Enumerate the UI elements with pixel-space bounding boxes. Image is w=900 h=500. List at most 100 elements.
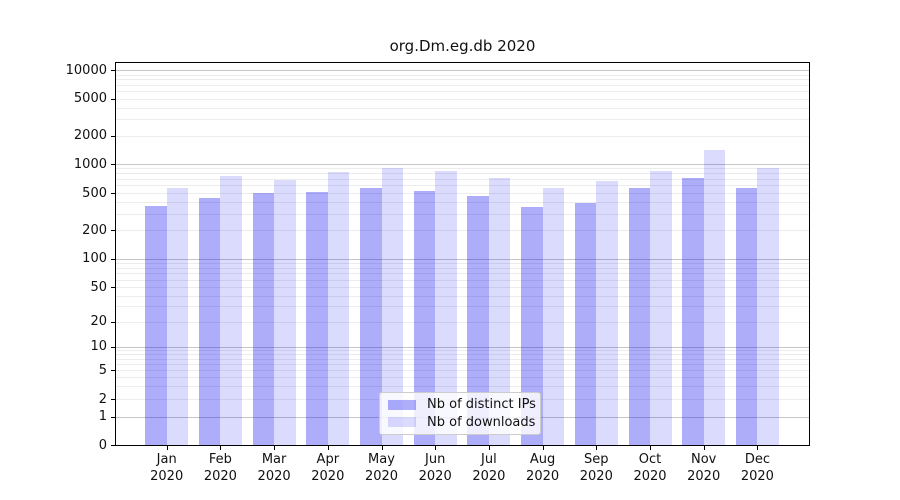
x-axis-tick (327, 446, 329, 450)
y-axis-tick-label: 20 (90, 314, 107, 330)
bar-distinct-ips-mar (252, 193, 275, 445)
minor-gridline (116, 306, 809, 308)
year-label: 2020 (526, 468, 560, 484)
bar-distinct-ips-aug (521, 207, 543, 445)
bar-downloads-sep (596, 180, 618, 445)
minor-gridline (116, 74, 809, 76)
minor-gridline (116, 287, 809, 289)
minor-gridline (116, 193, 809, 194)
y-axis-tick-label: 500 (82, 185, 107, 201)
bar-distinct-ips-oct (628, 187, 650, 445)
minor-gridline (116, 230, 809, 231)
chart-title: org.Dm.eg.db 2020 (389, 37, 536, 55)
minor-gridline (116, 213, 809, 215)
bar-distinct-ips-feb (198, 197, 221, 445)
y-axis-tick-label: 10 (90, 339, 107, 355)
bar-distinct-ips-sep (574, 202, 597, 445)
bar-downloads-feb (220, 176, 242, 445)
y-axis-tick (111, 258, 115, 260)
x-axis-tick (703, 446, 705, 450)
y-axis-tick-label: 10000 (65, 62, 107, 78)
legend-swatch-downloads (388, 417, 416, 428)
minor-gridline (116, 168, 809, 170)
year-label: 2020 (257, 468, 291, 484)
y-axis-tick-label: 2 (98, 391, 107, 407)
minor-gridline (116, 273, 809, 275)
y-axis-tick (111, 445, 115, 446)
year-label: 2020 (687, 468, 721, 484)
y-axis-tick (111, 399, 115, 401)
bar-distinct-ips-jun (413, 190, 436, 445)
x-axis-tick (274, 446, 276, 450)
legend-label-distinct-ips: Nb of distinct IPs (427, 397, 536, 413)
month-label: Apr (316, 452, 340, 467)
x-axis-tick-label: Nov 2020 (677, 452, 731, 485)
year-label: 2020 (633, 468, 667, 484)
y-axis-tick (111, 416, 115, 418)
major-gridline (116, 70, 809, 72)
month-label: Dec (744, 452, 770, 467)
y-axis-tick-label: 1 (98, 409, 107, 425)
x-axis-tick-label: May 2020 (355, 452, 409, 485)
y-axis-tick-label: 5 (98, 362, 107, 378)
minor-gridline (116, 386, 809, 388)
x-axis-tick-label: Jan 2020 (140, 452, 194, 485)
bar-downloads-aug (542, 187, 565, 445)
y-axis-tick (111, 346, 115, 348)
minor-gridline (116, 321, 809, 323)
minor-gridline (116, 135, 809, 137)
minor-gridline (116, 107, 809, 109)
year-label: 2020 (579, 468, 613, 484)
legend-item-downloads: Nb of downloads (388, 414, 536, 430)
y-axis-tick (111, 321, 115, 323)
x-axis-tick (381, 446, 383, 450)
minor-gridline (116, 267, 809, 269)
minor-gridline (116, 358, 809, 360)
bar-distinct-ips-dec (735, 188, 758, 445)
year-label: 2020 (472, 468, 506, 484)
bar-downloads-nov (703, 149, 726, 445)
x-axis-tick (757, 446, 759, 450)
plot-area (115, 62, 810, 446)
month-label: Feb (208, 452, 232, 467)
minor-gridline (116, 377, 809, 379)
year-label: 2020 (418, 468, 452, 484)
x-axis-tick-label: Feb 2020 (193, 452, 247, 485)
y-axis-tick (111, 287, 115, 289)
legend: Nb of distinct IPs Nb of downloads (379, 392, 541, 435)
minor-gridline (116, 262, 809, 264)
y-axis-tick-label: 200 (82, 222, 107, 238)
year-label: 2020 (364, 468, 399, 484)
bar-downloads-apr (327, 172, 350, 445)
month-label: Jun (425, 452, 446, 467)
x-axis-tick (650, 446, 651, 450)
x-axis-tick-label: Apr 2020 (301, 452, 355, 485)
y-axis-tick (111, 164, 115, 165)
minor-gridline (116, 363, 809, 365)
minor-gridline (116, 98, 809, 100)
y-axis-tick (111, 98, 115, 100)
x-axis-tick (542, 446, 544, 450)
month-label: Oct (638, 452, 662, 467)
legend-label-downloads: Nb of downloads (427, 414, 536, 430)
bar-downloads-jan (166, 187, 189, 445)
y-axis-tick-label: 100 (82, 251, 107, 266)
x-axis-tick-label: Jun 2020 (408, 452, 462, 485)
minor-gridline (116, 370, 809, 371)
year-label: 2020 (203, 468, 237, 484)
bar-distinct-ips-nov (682, 178, 704, 445)
minor-gridline (116, 84, 809, 86)
x-axis-tick-label: Mar 2020 (247, 452, 301, 485)
minor-gridline (116, 354, 809, 356)
minor-gridline (116, 173, 809, 175)
bar-downloads-dec (757, 167, 779, 445)
y-axis-tick (111, 70, 115, 72)
minor-gridline (116, 279, 809, 281)
bar-distinct-ips-apr (306, 191, 328, 445)
y-axis-tick-label: 50 (90, 279, 107, 295)
month-label: Sep (584, 452, 609, 467)
bar-downloads-jul (488, 177, 511, 445)
x-axis-tick-label: Sep 2020 (569, 452, 623, 485)
month-label: Jan (156, 452, 177, 467)
